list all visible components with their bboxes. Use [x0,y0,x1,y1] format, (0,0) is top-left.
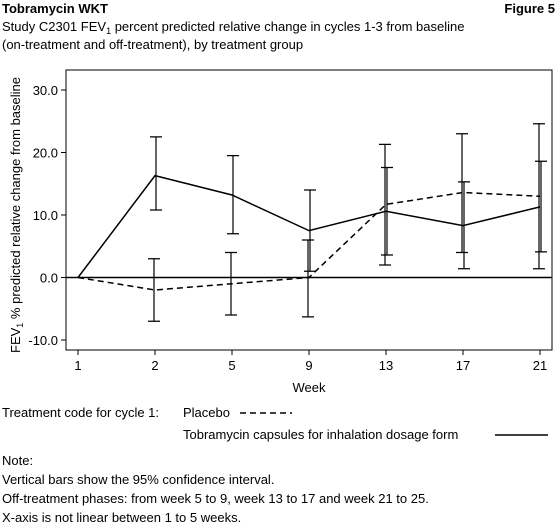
y-title-part: FEV [8,327,23,353]
y-title-subscript: 1 [15,323,25,328]
error-bar [535,160,547,253]
error-bar [533,123,545,270]
note: Off-treatment phases: from week 5 to 9, … [2,491,429,506]
x-tick-label: 2 [151,358,158,373]
series-line [77,191,541,291]
y-title-part: % predicted relative change from baselin… [8,77,23,323]
series-line [77,174,541,278]
y-tick-label: 10.0 [33,208,58,223]
error-bar [379,143,391,266]
x-tick-label: 17 [456,358,470,373]
legend-label: Tobramycin capsules for inhalation dosag… [183,427,458,442]
error-bar [304,189,316,272]
x-tick-label: 1 [74,358,81,373]
error-bar [381,166,393,256]
subtitle-part: (on-treatment and off-treatment), by tre… [2,37,303,52]
x-tick-label: 9 [305,358,312,373]
subtitle-line: (on-treatment and off-treatment), by tre… [2,37,303,52]
figure-label: Figure 5 [504,1,555,16]
y-tick-label: 30.0 [33,83,58,98]
y-tick-label: 20.0 [33,146,58,161]
plot-frame [65,69,553,351]
note: Note: [2,453,33,468]
subtitle-line: Study C2301 FEV1 percent predicted relat… [2,19,464,36]
note: Vertical bars show the 95% confidence in… [2,472,274,487]
legend-title: Treatment code for cycle 1: [2,405,159,420]
y-tick-label: 0.0 [40,271,58,286]
error-bar [227,155,239,235]
x-axis-title: Week [293,380,326,395]
x-tick-label: 5 [228,358,235,373]
error-bar [458,181,470,270]
error-bar [225,251,237,316]
error-bar [302,239,314,318]
y-tick-label: -10.0 [28,333,58,348]
legend-label: Placebo [183,405,230,420]
x-tick-label: 21 [533,358,547,373]
y-axis-title: FEV1 % predicted relative change from ba… [8,77,25,353]
subtitle-subscript: 1 [106,26,111,36]
page-title: Tobramycin WKT [2,1,108,16]
subtitle-part: Study C2301 FEV [2,19,106,34]
error-bar [148,258,160,322]
subtitle-part: percent predicted relative change in cyc… [111,19,464,34]
x-tick-label: 13 [379,358,393,373]
error-bar [456,133,468,254]
note: X-axis is not linear between 1 to 5 week… [2,510,241,525]
error-bar [150,136,162,211]
